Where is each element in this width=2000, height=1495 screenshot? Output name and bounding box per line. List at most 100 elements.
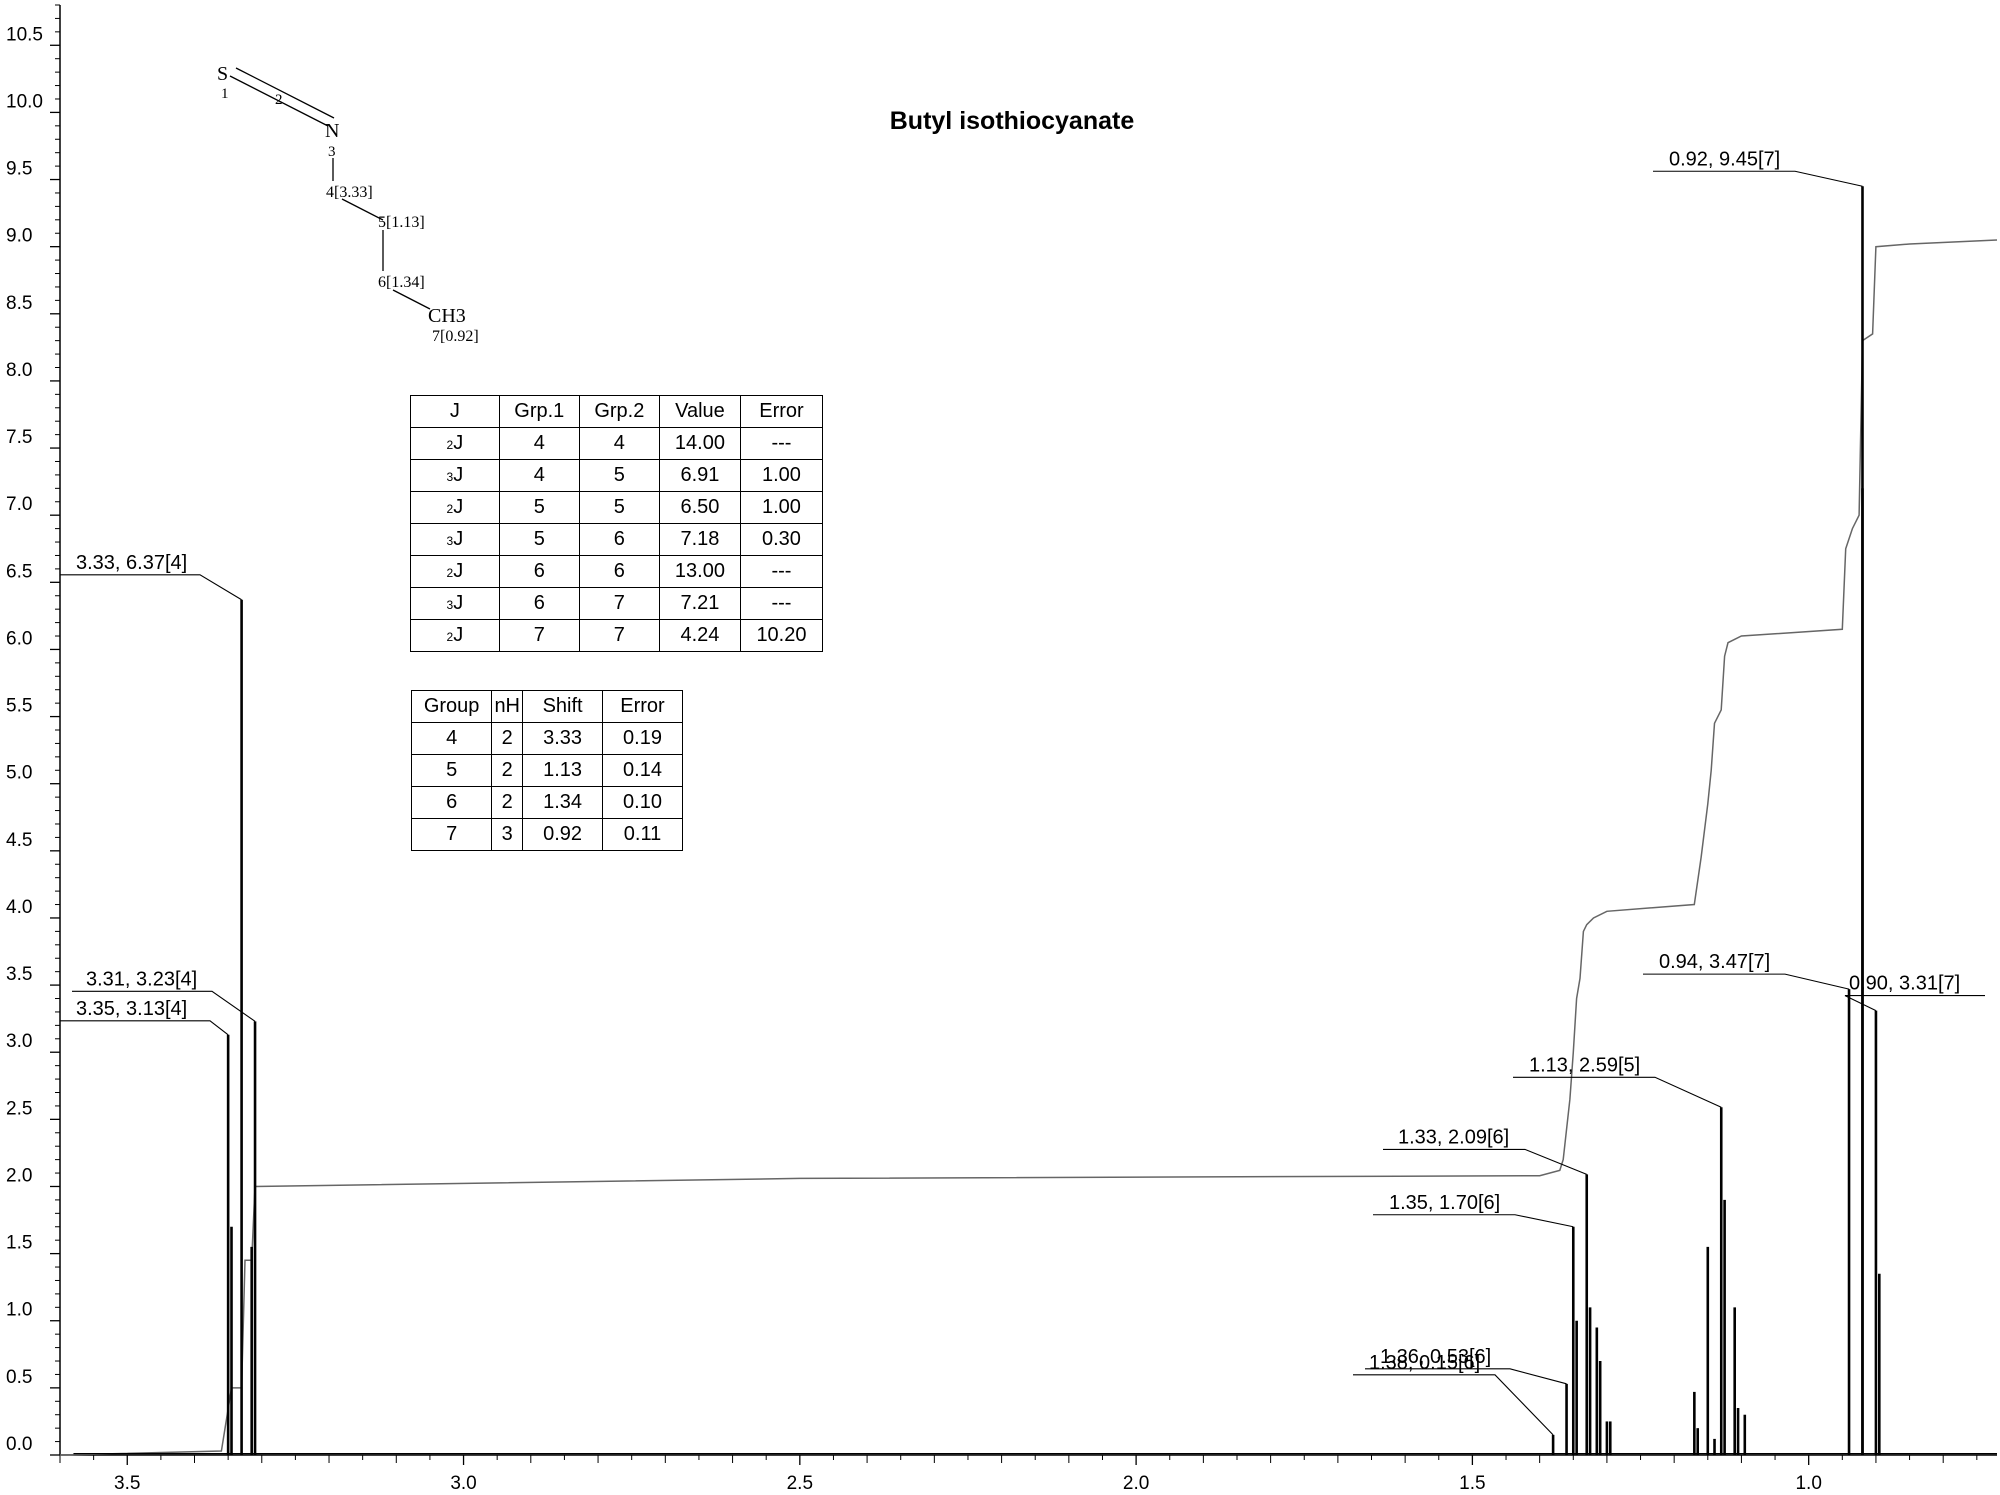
- coupling-symbol: J: [453, 496, 464, 518]
- coupling-error: ---: [739, 555, 824, 588]
- table-row: 3J 6 7 7.21 ---: [410, 587, 824, 620]
- peak-label-leader: [1653, 170, 1863, 187]
- coupling-symbol: J: [453, 464, 464, 486]
- coupling-type: 2J: [410, 619, 500, 652]
- coupling-type: 3J: [410, 459, 500, 492]
- coupling-error: 1.00: [739, 491, 824, 524]
- peak-label-leader: [1365, 1368, 1567, 1385]
- x-tick-label: 3.0: [450, 1473, 476, 1494]
- coupling-type: 3J: [410, 587, 500, 620]
- coupling-error: ---: [739, 427, 824, 460]
- molecule-structure: S 1 2 N 3 4[3.33] 5[1.13] 6[1.34] CH3 7[…: [217, 63, 479, 345]
- coupling-order: 3: [446, 534, 454, 548]
- y-tick-label: 7.5: [6, 427, 32, 448]
- coupling-type: 3J: [410, 523, 500, 556]
- shift-value: 0.92: [522, 818, 603, 851]
- atom-n-label: N: [325, 120, 339, 142]
- coupling-order: 2: [446, 502, 454, 516]
- peak-label: 1.35, 1.70[6]: [1389, 1192, 1500, 1214]
- atom-ch3-label: CH3: [428, 305, 466, 327]
- y-tick-label: 4.5: [6, 830, 32, 851]
- chart-title: Butyl isothiocyanate: [890, 107, 1135, 135]
- x-tick-label: 2.0: [1123, 1473, 1149, 1494]
- coupling-value: 4.24: [658, 619, 741, 652]
- atom-s-label: S: [217, 63, 228, 85]
- peak-label-leader: [1844, 995, 1985, 1012]
- shift-header-nh: nH: [491, 690, 524, 723]
- y-tick-label: 1.5: [6, 1233, 32, 1254]
- coupling-error: ---: [739, 587, 824, 620]
- atom-3-number: 3: [328, 144, 336, 160]
- y-tick-label: 3.0: [6, 1031, 32, 1052]
- coupling-symbol: J: [453, 560, 464, 582]
- coupling-order: 2: [446, 438, 454, 452]
- y-tick-label: 6.0: [6, 628, 32, 649]
- shift-value: 1.34: [522, 786, 603, 819]
- coupling-header-error: Error: [739, 395, 824, 428]
- shift-error: 0.10: [602, 786, 683, 819]
- coupling-error: 1.00: [739, 459, 824, 492]
- coupling-error: 0.30: [739, 523, 824, 556]
- table-row: 2J 7 7 4.24 10.20: [410, 619, 824, 652]
- integral-curve-layer: [59, 239, 1998, 1456]
- coupling-order: 3: [446, 598, 454, 612]
- y-tick-label: 7.0: [6, 494, 32, 515]
- shift-group: 5: [410, 754, 493, 787]
- coupling-header-grp1: Grp.1: [498, 395, 580, 428]
- table-row: 3J 4 5 6.91 1.00: [410, 459, 824, 492]
- table-row: 6 2 1.34 0.10: [410, 786, 683, 819]
- y-tick-label: 5.5: [6, 696, 32, 717]
- y-tick-label: 4.0: [6, 897, 32, 918]
- coupling-grp2: 4: [578, 427, 660, 460]
- shift-nh: 2: [491, 722, 524, 755]
- coupling-type: 2J: [410, 555, 500, 588]
- peak-label-leader: [72, 990, 256, 1022]
- peak-label-leader: [60, 574, 242, 601]
- peak-label-leader: [1383, 1148, 1587, 1175]
- peak-label-leader: [1373, 1214, 1574, 1228]
- peak-label: 1.36, 0.53[6]: [1380, 1346, 1491, 1368]
- y-tick-label: 6.5: [6, 561, 32, 582]
- coupling-grp2: 6: [578, 555, 660, 588]
- atom-7-label: 7[0.92]: [432, 328, 479, 345]
- coupling-header-j: J: [410, 395, 500, 428]
- shift-header-error: Error: [602, 690, 683, 723]
- peak-label-leader: [1643, 973, 1850, 990]
- peak-label-leader: [60, 1020, 229, 1036]
- axis-ticks: 0.0 0.5 1.0 1.5 2.0 2.5 3.0 3.5 4.0 4.5 5.0 5.5 6.0 6…: [6, 4, 1978, 1494]
- coupling-grp1: 5: [498, 491, 580, 524]
- coupling-grp1: 6: [498, 587, 580, 620]
- coupling-order: 2: [446, 630, 454, 644]
- coupling-grp2: 7: [578, 619, 660, 652]
- coupling-symbol: J: [453, 624, 464, 646]
- shift-group: 6: [410, 786, 493, 819]
- coupling-value: 7.21: [658, 587, 741, 620]
- peak-label: 0.92, 9.45[7]: [1669, 148, 1780, 170]
- peak-label: 3.33, 6.37[4]: [76, 552, 187, 574]
- shift-header-shift: Shift: [522, 690, 603, 723]
- peak-label: 1.13, 2.59[5]: [1529, 1054, 1640, 1076]
- y-tick-label: 10.5: [6, 24, 43, 45]
- coupling-value: 13.00: [658, 555, 741, 588]
- table-row: 2J 6 6 13.00 ---: [410, 555, 824, 588]
- atom-4-label: 4[3.33]: [326, 184, 373, 201]
- bond-s-c-double: [235, 67, 335, 119]
- y-tick-label: 9.0: [6, 226, 32, 247]
- coupling-grp1: 6: [498, 555, 580, 588]
- coupling-grp2: 6: [578, 523, 660, 556]
- coupling-type: 2J: [410, 427, 500, 460]
- y-tick-label: 8.5: [6, 293, 32, 314]
- shift-nh: 3: [491, 818, 524, 851]
- y-tick-label: 3.5: [6, 964, 32, 985]
- bond-4-5: [341, 198, 384, 221]
- bond-6-7: [392, 289, 431, 310]
- atom-6-label: 6[1.34]: [378, 274, 425, 291]
- peak-label-leader: [1353, 1374, 1554, 1436]
- coupling-value: 6.91: [658, 459, 741, 492]
- shift-error: 0.11: [602, 818, 683, 851]
- bond-s-c: [229, 75, 329, 127]
- peak-label: 3.35, 3.13[4]: [76, 998, 187, 1020]
- coupling-grp1: 5: [498, 523, 580, 556]
- shift-value: 3.33: [522, 722, 603, 755]
